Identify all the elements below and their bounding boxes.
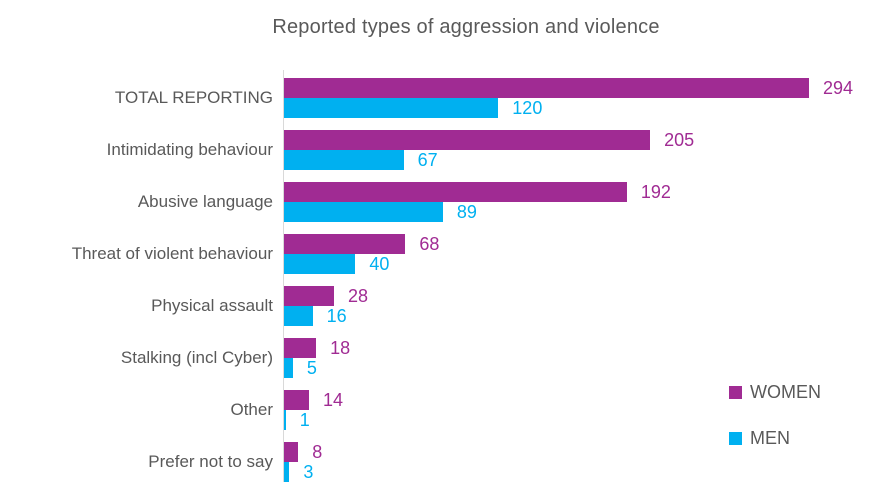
bar-row: 67 xyxy=(284,150,694,170)
bar-women xyxy=(284,234,406,254)
bar-men xyxy=(284,254,356,274)
bar-group: TOTAL REPORTING 294 120 xyxy=(0,78,882,118)
bar-row: 192 xyxy=(284,182,671,202)
category-label: Threat of violent behaviour xyxy=(71,244,273,264)
bar-row: 294 xyxy=(284,78,853,98)
category-label: Abusive language xyxy=(137,192,273,212)
bar-row: 68 xyxy=(284,234,439,254)
category-label: TOTAL REPORTING xyxy=(114,88,273,108)
bar-row: 1 xyxy=(284,410,343,430)
bar-row: 205 xyxy=(284,130,694,150)
bar-men xyxy=(284,462,290,482)
value-label-men: 3 xyxy=(303,462,314,482)
bar-group: Abusive language 192 89 xyxy=(0,182,882,222)
bar-men xyxy=(284,98,499,118)
bar-women xyxy=(284,286,334,306)
axis-line xyxy=(283,70,284,482)
bar-group: Threat of violent behaviour 68 40 xyxy=(0,234,882,274)
value-label-men: 16 xyxy=(326,306,347,326)
value-label-women: 294 xyxy=(823,78,854,98)
value-label-women: 14 xyxy=(323,390,344,410)
bar-women xyxy=(284,390,309,410)
legend-label-women: WOMEN xyxy=(750,382,821,402)
bar-group: Other 14 1 xyxy=(0,390,882,430)
plot-area: TOTAL REPORTING 294 120 Intimidating behavi… xyxy=(0,66,882,494)
legend-swatch-men xyxy=(729,432,742,445)
legend-item-women: WOMEN xyxy=(729,382,821,403)
bar-pair: 192 89 xyxy=(284,182,671,222)
bar-row: 18 xyxy=(284,338,350,358)
bar-pair: 14 1 xyxy=(284,390,343,430)
category-label: Physical assault xyxy=(151,296,273,316)
value-label-men: 1 xyxy=(299,410,310,430)
bar-row: 3 xyxy=(284,462,322,482)
value-label-women: 192 xyxy=(640,182,671,202)
bar-group: Physical assault 28 16 xyxy=(0,286,882,326)
bar-group: Intimidating behaviour 205 67 xyxy=(0,130,882,170)
value-label-men: 40 xyxy=(369,254,390,274)
bar-row: 14 xyxy=(284,390,343,410)
value-label-men: 67 xyxy=(417,150,438,170)
bar-men xyxy=(284,150,404,170)
legend-item-men: MEN xyxy=(729,428,790,449)
bar-row: 120 xyxy=(284,98,853,118)
bar-group: Prefer not to say 8 3 xyxy=(0,442,882,482)
bar-women xyxy=(284,130,651,150)
bar-row: 8 xyxy=(284,442,322,462)
bar-women xyxy=(284,338,317,358)
bar-women xyxy=(284,78,809,98)
bar-row: 5 xyxy=(284,358,350,378)
bar-men xyxy=(284,306,313,326)
bar-pair: 18 5 xyxy=(284,338,350,378)
value-label-women: 8 xyxy=(312,442,323,462)
value-label-men: 89 xyxy=(456,202,477,222)
bar-men xyxy=(284,202,443,222)
bar-pair: 28 16 xyxy=(284,286,368,326)
bar-pair: 205 67 xyxy=(284,130,694,170)
bar-women xyxy=(284,182,627,202)
bar-pair: 68 40 xyxy=(284,234,439,274)
category-label: Other xyxy=(230,400,273,420)
legend-swatch-women xyxy=(729,386,742,399)
bar-row: 40 xyxy=(284,254,439,274)
value-label-men: 120 xyxy=(512,98,543,118)
legend-label-men: MEN xyxy=(750,428,790,448)
category-label: Prefer not to say xyxy=(148,452,273,472)
bar-groups: TOTAL REPORTING 294 120 Intimidating behavi… xyxy=(0,78,882,482)
value-label-women: 205 xyxy=(664,130,695,150)
bar-row: 16 xyxy=(284,306,368,326)
category-label: Stalking (incl Cyber) xyxy=(120,348,273,368)
value-label-women: 28 xyxy=(348,286,369,306)
bar-row: 28 xyxy=(284,286,368,306)
value-label-women: 18 xyxy=(330,338,351,358)
chart-title: Reported types of aggression and violenc… xyxy=(272,16,660,38)
bar-row: 89 xyxy=(284,202,671,222)
value-label-men: 5 xyxy=(306,358,317,378)
bar-men xyxy=(284,410,286,430)
bar-women xyxy=(284,442,299,462)
bar-pair: 294 120 xyxy=(284,78,853,118)
bar-men xyxy=(284,358,293,378)
category-label: Intimidating behaviour xyxy=(106,140,273,160)
value-label-women: 68 xyxy=(419,234,440,254)
bar-group: Stalking (incl Cyber) 18 5 xyxy=(0,338,882,378)
